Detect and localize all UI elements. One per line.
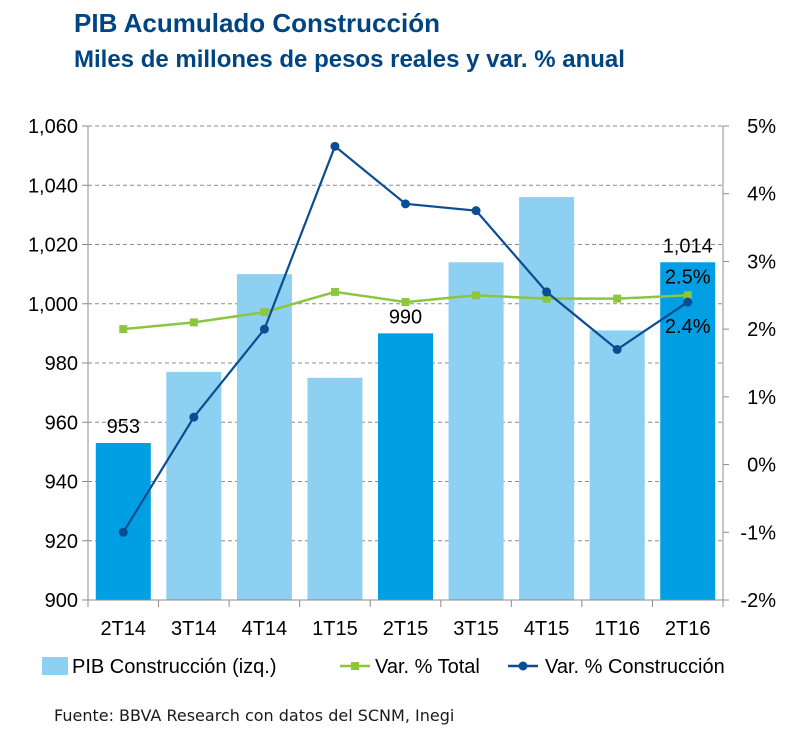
chart-canvas: 900 920 940 960 980 1,000 1,020 1,040 1,060 -2% -1… [28,116,776,678]
construccion-var-point-2t16 [683,297,693,307]
data-label: 2.4% [665,316,711,338]
x-tick-label: 2T14 [100,618,146,640]
construccion-var-point-2t14 [118,527,128,537]
right-tick-label: 0% [747,455,776,477]
axes: 900 920 940 960 980 1,000 1,020 1,040 1,060 -2% -1… [28,116,776,640]
bar-1t15 [307,377,363,600]
total-var-point-2t16 [683,291,692,300]
legend-marker-construccion [518,661,528,671]
total-var-point-1t16 [613,294,622,303]
x-tick-label: 4T15 [524,618,570,640]
construccion-var-point-3t15 [471,206,481,216]
bar-1t16 [589,330,645,600]
left-tick-label: 1,060 [28,116,78,138]
total-var-point-2t14 [119,325,128,334]
bar-4t15 [519,197,575,600]
construccion-var-point-1t16 [612,344,622,354]
x-tick-label: 3T14 [171,618,217,640]
x-tick-label: 1T16 [594,618,640,640]
legend-marker-total [351,662,359,670]
x-tick-label: 2T15 [383,618,429,640]
data-label: 990 [389,306,422,328]
total-var-point-4t14 [260,308,269,317]
right-tick-label: -1% [740,522,776,544]
legend-label: Var. % Construcción [545,656,725,678]
left-tick-label: 1,040 [28,175,78,197]
data-label: 1,014 [663,235,713,257]
right-tick-label: 5% [747,116,776,138]
legend: PIB Construcción (izq.) Var. % Total Var. … [42,656,725,678]
line-series [118,141,693,537]
source-note: Fuente: BBVA Research con datos del SCNM… [54,706,455,725]
legend-label: Var. % Total [375,656,480,678]
total-var-point-2t15 [401,298,410,307]
left-tick-label: 920 [45,531,78,553]
bar-3t15 [448,262,504,600]
construccion-var-point-2t15 [401,199,410,209]
construccion-var-point-1t15 [330,141,340,151]
bar-3t14 [166,371,222,600]
chart-title: PIB Acumulado Construcción [74,8,440,38]
right-tick-label: 4% [747,184,776,206]
construccion-var-point-4t15 [542,287,552,297]
right-tick-label: 3% [747,251,776,273]
right-tick-label: 2% [747,319,776,341]
bar-4t14 [236,274,292,600]
total-var-point-3t15 [472,291,481,300]
x-tick-label: 2T16 [665,618,711,640]
x-tick-label: 3T15 [453,618,499,640]
bar-2t15 [378,333,433,600]
bar-series [95,197,716,600]
left-tick-label: 980 [45,353,78,375]
total-var-point-1t15 [330,287,339,296]
x-tick-label: 1T15 [312,618,358,640]
total-var-point-4t15 [542,294,551,303]
x-tick-label: 4T14 [242,618,288,640]
legend-swatch-pib-construccion [42,657,68,675]
left-tick-label: 940 [45,472,78,494]
left-tick-label: 1,020 [28,235,78,257]
legend-label: PIB Construcción (izq.) [72,656,277,678]
bar-2t16 [660,262,716,600]
chart-subtitle: Miles de millones de pesos reales y var.… [74,46,625,73]
bar-2t14 [95,442,151,600]
construccion-var-point-4t14 [259,324,269,334]
construccion-var-point-3t14 [189,412,199,422]
total-var-point-3t14 [189,318,198,327]
left-tick-label: 960 [45,412,78,434]
data-label: 2.5% [665,266,711,288]
right-tick-label: 1% [747,387,776,409]
left-tick-label: 1,000 [28,294,78,316]
data-label: 953 [107,416,140,438]
left-tick-label: 900 [45,590,78,612]
data-labels: 953 990 1,014 2.5% 2.4% [107,235,713,438]
right-tick-label: -2% [740,590,776,612]
